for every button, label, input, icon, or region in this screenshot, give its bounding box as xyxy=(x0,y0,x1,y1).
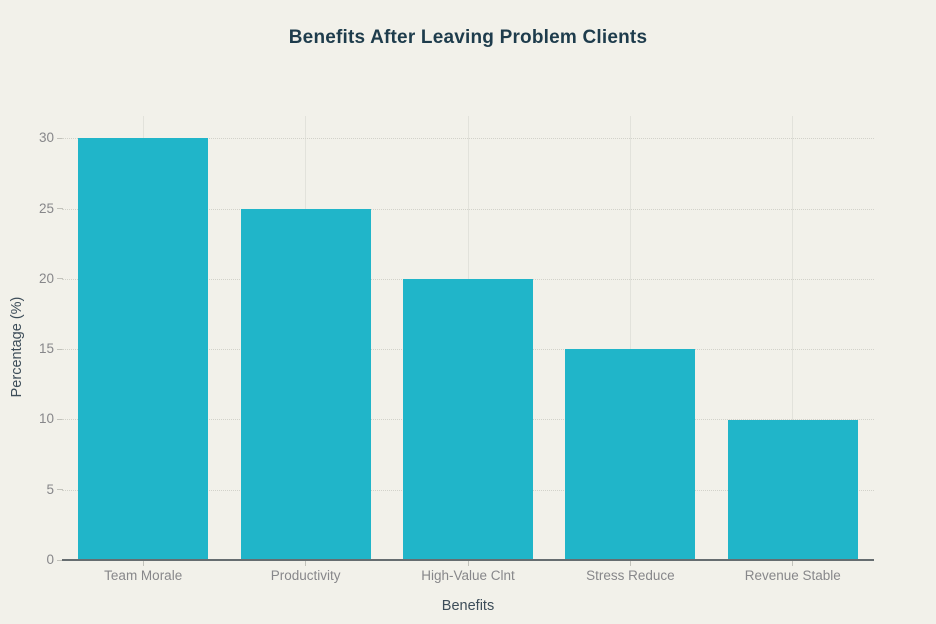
x-tick-mark xyxy=(792,561,794,566)
x-tick-label: Stress Reduce xyxy=(586,568,675,583)
bar-stress-reduce xyxy=(565,349,696,560)
x-axis-title: Benefits xyxy=(441,598,495,614)
bar-high-value-clnt xyxy=(403,279,533,560)
x-tick-label: High-Value Clnt xyxy=(421,568,515,583)
y-tick-label: 5 xyxy=(46,481,54,497)
x-tick-label: Team Morale xyxy=(104,568,183,583)
x-tick-mark xyxy=(467,561,469,566)
vertical-gridline xyxy=(629,116,631,560)
x-tick-label: Productivity xyxy=(270,568,341,583)
x-tick-label: Revenue Stable xyxy=(744,568,841,583)
y-tick-mark xyxy=(57,489,63,491)
plot-area xyxy=(62,116,874,561)
x-tick-mark xyxy=(629,561,631,566)
y-tick-mark xyxy=(57,278,63,280)
bar-revenue-stable xyxy=(727,419,858,560)
vertical-gridline xyxy=(792,116,794,560)
y-tick-mark xyxy=(57,208,63,210)
horizontal-gridline xyxy=(62,138,874,140)
y-tick-label: 0 xyxy=(46,552,54,567)
x-tick-mark xyxy=(142,561,144,566)
chart-title: Benefits After Leaving Problem Clients xyxy=(288,27,648,48)
bar-team-morale xyxy=(78,138,209,560)
y-tick-label: 30 xyxy=(38,130,54,146)
y-tick-label: 15 xyxy=(38,341,54,357)
y-tick-label: 10 xyxy=(38,411,54,427)
y-tick-label: 25 xyxy=(38,200,54,216)
x-tick-mark xyxy=(305,561,307,566)
y-tick-label: 20 xyxy=(38,270,54,286)
y-tick-mark xyxy=(57,559,63,561)
y-tick-mark xyxy=(57,137,63,139)
x-axis-line xyxy=(62,559,874,561)
y-tick-mark xyxy=(57,348,63,350)
horizontal-gridline xyxy=(62,208,874,210)
y-tick-mark xyxy=(57,418,63,420)
bar-productivity xyxy=(240,208,371,560)
